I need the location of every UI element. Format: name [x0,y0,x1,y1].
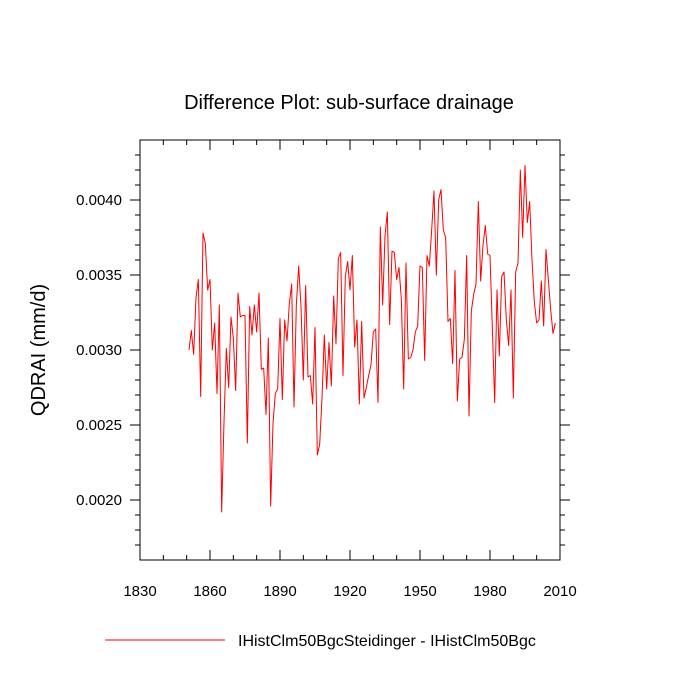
x-tick-label: 1830 [123,583,156,600]
plot-frame [139,139,561,561]
y-tick-label: 0.0025 [76,417,122,434]
x-tick-label: 1860 [193,583,226,600]
axis-ticks [130,140,570,560]
y-tick-label: 0.0030 [76,342,122,359]
x-tick-label: 1980 [473,583,506,600]
y-tick-labels: 0.0020 0.0025 0.0030 0.0035 0.0040 [76,192,122,509]
legend: IHistClm50BgcSteidinger - IHistClm50Bgc [105,633,536,650]
y-tick-label: 0.0035 [76,267,122,284]
y-tick-label: 0.0040 [76,192,122,209]
x-tick-label: 1890 [263,583,296,600]
y-axis-label: QDRAI (mm/d) [28,284,50,416]
chart-title: Difference Plot: sub-surface drainage [184,92,514,114]
legend-label: IHistClm50BgcSteidinger - IHistClm50Bgc [238,633,536,650]
series-line [188,165,556,513]
x-tick-label: 1950 [403,583,436,600]
x-tick-label: 1920 [333,583,366,600]
y-tick-label: 0.0020 [76,492,122,509]
series-layer [188,165,556,513]
x-tick-labels: 1830 1860 1890 1920 1950 1980 2010 [123,583,576,600]
x-tick-label: 2010 [543,583,576,600]
